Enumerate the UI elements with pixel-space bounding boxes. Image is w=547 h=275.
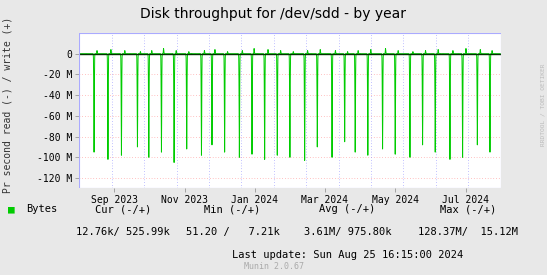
Text: ■: ■ [8,205,15,215]
Text: Min (-/+): Min (-/+) [205,204,260,214]
Text: Max (-/+): Max (-/+) [440,204,496,214]
Text: 3.61M/ 975.80k: 3.61M/ 975.80k [304,227,391,237]
Text: Avg (-/+): Avg (-/+) [319,204,375,214]
Text: Munin 2.0.67: Munin 2.0.67 [243,262,304,271]
Text: RRDTOOL / TOBI OETIKER: RRDTOOL / TOBI OETIKER [541,63,546,146]
Text: Last update: Sun Aug 25 16:15:00 2024: Last update: Sun Aug 25 16:15:00 2024 [232,250,463,260]
Text: 128.37M/  15.12M: 128.37M/ 15.12M [418,227,517,237]
Text: 12.76k/ 525.99k: 12.76k/ 525.99k [76,227,170,237]
Text: Cur (-/+): Cur (-/+) [95,204,151,214]
Text: Bytes: Bytes [26,204,57,214]
Text: Disk throughput for /dev/sdd - by year: Disk throughput for /dev/sdd - by year [141,7,406,21]
Text: 51.20 /   7.21k: 51.20 / 7.21k [185,227,280,237]
Text: Pr second read (-) / write (+): Pr second read (-) / write (+) [2,16,12,192]
